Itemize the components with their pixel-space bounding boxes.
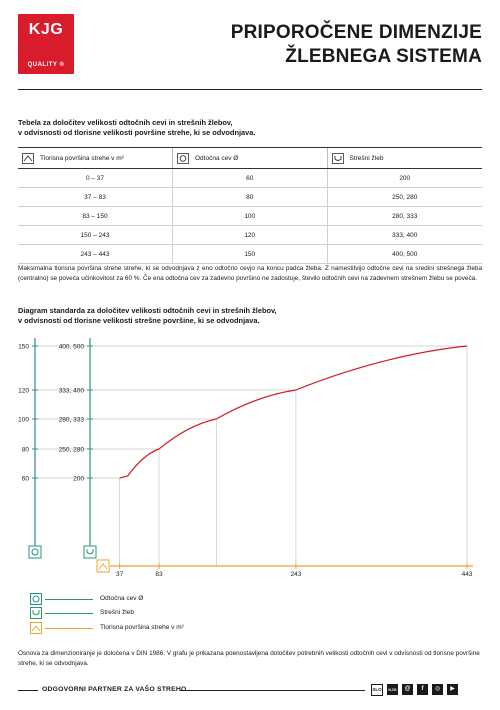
pipe-tick-label: 100 [18, 416, 29, 423]
table-intro-line-2: v odvisnosti od tlorisne velikosti površ… [18, 128, 256, 137]
instagram-icon[interactable]: ◎ [432, 684, 443, 695]
pipe-tick-label: 60 [22, 475, 30, 482]
gutter-tick-label: 333, 400 [59, 387, 85, 394]
cell-pipe: 150 [172, 244, 327, 264]
pipe-tick-label: 120 [18, 387, 29, 394]
legend-area-label: Tlorisna površina strehe v m² [100, 624, 184, 631]
area-breakpoint-label: 37 [116, 571, 124, 578]
gutter-axis-icon [83, 545, 97, 559]
kjg-badge[interactable]: KJG [387, 684, 398, 695]
cell-area: 83 – 150 [18, 206, 173, 226]
chart-intro-line-1: Diagram standarda za določitev velikosti… [18, 306, 277, 315]
logo-tagline: QUALITY [27, 62, 58, 68]
page-title-line-2: ŽLEBNEGA SISTEMA [285, 46, 482, 67]
legend-area-line [45, 628, 93, 629]
table-row: 37 – 83 80 250, 280 [18, 187, 482, 207]
cell-gutter: 200 [326, 168, 482, 188]
cell-area: 37 – 83 [18, 187, 173, 207]
cell-gutter: 333, 400 [326, 225, 482, 245]
header-roof-area-label: Tlorisna površina strehe v m² [40, 154, 124, 162]
dimension-chart: 150 400, 500 120 333, 400 100 280, 333 80 250, … [18, 338, 473, 578]
language-badge[interactable]: SLO [371, 684, 383, 696]
header-gutter: Strešni žleb [326, 147, 482, 169]
gutter-tick-label: 280, 333 [59, 416, 85, 423]
cell-area: 243 – 443 [18, 244, 173, 264]
page-title-line-1: PRIPOROČENE DIMENZIJE [230, 22, 482, 43]
legend-gutter-label: Strešni žleb [100, 609, 134, 616]
kjg-logo: KJG QUALITY ® [18, 14, 74, 74]
gutter-icon [331, 152, 344, 164]
gutter-icon [30, 607, 42, 619]
pipe-tick-label: 80 [22, 446, 30, 453]
youtube-icon[interactable]: ▶ [447, 684, 458, 695]
axis-tick-labels: 150 400, 500 120 333, 400 100 280, 333 80 250, … [18, 343, 473, 578]
pipe-icon [30, 593, 42, 605]
gutter-tick-label: 250, 280 [59, 446, 85, 453]
cell-area: 0 – 37 [18, 168, 173, 188]
header-roof-area: Tlorisna površina strehe v m² [18, 147, 173, 169]
cell-gutter: 250, 280 [326, 187, 482, 207]
legend-gutter-line [45, 613, 93, 614]
dimension-table: Tlorisna površina strehe v m² Odtočna ce… [18, 147, 482, 264]
table-intro: Tebela za določitev velikosti odtočnih c… [18, 118, 482, 138]
legend-pipe-label: Odtočna cev Ø [100, 595, 144, 602]
table-row: 150 – 243 120 333, 400 [18, 225, 482, 245]
footer-rule-left [18, 690, 38, 691]
chart-intro-line-2: v odvisnosti od tlorisne velikosti streš… [18, 316, 260, 325]
table-row: 243 – 443 150 400, 500 [18, 244, 482, 264]
table-intro-line-1: Tebela za določitev velikosti odtočnih c… [18, 118, 233, 127]
header-pipe: Odtočna cev Ø [172, 147, 327, 169]
pipe-axis-icon [28, 545, 42, 559]
dimension-curve [119, 345, 468, 479]
roof-icon [22, 152, 34, 164]
cell-pipe: 100 [172, 206, 327, 226]
footer-note: Osnova za dimenzioniranje je določena v … [18, 650, 480, 667]
chart-axes [28, 338, 473, 573]
footer-rule-right [180, 690, 365, 691]
area-breakpoint-label: 83 [155, 571, 163, 578]
table-row: 83 – 150 100 280, 333 [18, 206, 482, 226]
table-row: 0 – 37 60 200 [18, 168, 482, 188]
cell-pipe: 60 [172, 168, 327, 188]
gutter-tick-label: 400, 500 [59, 343, 85, 350]
title-divider [18, 89, 482, 90]
pipe-tick-label: 150 [18, 343, 29, 350]
cell-gutter: 400, 500 [326, 244, 482, 264]
email-icon[interactable]: @ [402, 684, 413, 695]
chart-intro: Diagram standarda za določitev velikosti… [18, 306, 482, 326]
header-pipe-label: Odtočna cev Ø [195, 154, 239, 162]
area-axis-icon [96, 559, 110, 573]
area-breakpoint-label: 243 [290, 571, 301, 578]
logo-name: KJG [28, 21, 64, 38]
logo-mark: ® [59, 62, 65, 68]
gutter-tick-label: 200 [73, 475, 84, 482]
facebook-icon[interactable]: f [417, 684, 428, 695]
cell-pipe: 120 [172, 225, 327, 245]
cell-pipe: 80 [172, 187, 327, 207]
area-breakpoint-label: 443 [462, 571, 473, 578]
table-note: Maksimalna tlorisna površina strehe stre… [18, 265, 482, 282]
roof-icon [30, 622, 42, 634]
pipe-icon [177, 152, 189, 164]
table-header-row: Tlorisna površina strehe v m² Odtočna ce… [18, 147, 482, 169]
header-gutter-label: Strešni žleb [349, 154, 384, 162]
cell-area: 150 – 243 [18, 225, 173, 245]
grid-lines [35, 345, 468, 566]
cell-gutter: 280, 333 [326, 206, 482, 226]
footer-tagline: ODGOVORNI PARTNER ZA VAŠO STREHO [42, 686, 187, 693]
legend-pipe-line [45, 599, 93, 600]
